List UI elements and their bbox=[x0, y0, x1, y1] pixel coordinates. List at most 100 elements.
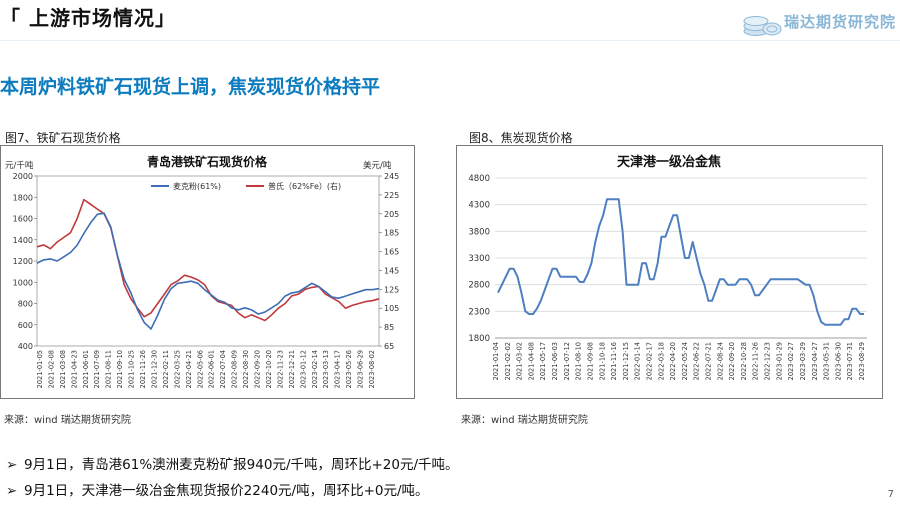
legend-label: 麦克粉(61%) bbox=[173, 181, 221, 191]
y2-tick-label: 105 bbox=[384, 304, 399, 313]
x-tick-label: 2023-04-17 bbox=[334, 350, 342, 388]
x-tick-label: 2023-04-27 bbox=[811, 342, 819, 380]
x-tick-label: 2023-06-30 bbox=[834, 342, 842, 380]
x-tick-label: 2021-07-09 bbox=[93, 350, 101, 388]
x-tick-label: 2022-04-21 bbox=[185, 350, 193, 388]
y2-tick-label: 145 bbox=[384, 266, 399, 275]
x-tick-label: 2022-06-22 bbox=[693, 342, 701, 380]
section-title: 「 上游市场情况」 bbox=[0, 6, 176, 30]
bullet-arrow-icon: ➢ bbox=[6, 457, 18, 473]
x-tick-label: 2022-12-23 bbox=[764, 342, 772, 380]
y-tick-label: 1600 bbox=[13, 215, 33, 224]
x-tick-label: 2022-07-04 bbox=[219, 350, 227, 388]
coke-caption: 图8、焦炭现货价格 bbox=[469, 131, 573, 145]
y-tick-label: 800 bbox=[18, 300, 33, 309]
y-tick-label: 1000 bbox=[13, 278, 33, 287]
x-tick-label: 2021-02-08 bbox=[47, 350, 55, 388]
bullet-text: 9月1日，天津港一级冶金焦现货报价2240元/吨，周环比+0元/吨。 bbox=[24, 483, 429, 499]
y-tick-label: 600 bbox=[18, 321, 33, 330]
y2-tick-label: 85 bbox=[384, 323, 394, 332]
x-tick-label: 2021-12-15 bbox=[622, 342, 630, 380]
coke-chart-frame: 天津港一级冶金焦 1800 2300 2800 3300 3800 4300 4800 202… bbox=[456, 145, 883, 399]
x-tick-label: 2023-05-31 bbox=[823, 342, 831, 380]
iron-ore-caption: 图7、铁矿石现货价格 bbox=[5, 131, 121, 145]
iron-ore-chart-frame: 青岛港铁矿石现货价格 元/千吨 美元/吨 400 600 800 1000 1200 14… bbox=[0, 145, 415, 399]
x-tick-label: 2023-01-29 bbox=[775, 342, 783, 380]
x-tick-label: 2022-05-06 bbox=[196, 350, 204, 388]
coke-source: 来源：wind 瑞达期货研究院 bbox=[461, 415, 588, 426]
x-tick-label: 2023-02-27 bbox=[787, 342, 795, 380]
x-tick-label: 2021-06-01 bbox=[82, 350, 90, 388]
x-tick-label: 2022-12-21 bbox=[288, 350, 296, 388]
x-tick-label: 2022-11-23 bbox=[276, 350, 284, 388]
legend-label: 普氏（62%Fe）(右) bbox=[268, 181, 341, 191]
y2-tick-label: 125 bbox=[384, 285, 399, 294]
x-tick-label: 2022-03-18 bbox=[657, 342, 665, 380]
y2-tick-label: 225 bbox=[384, 191, 399, 200]
plot-area bbox=[36, 175, 380, 347]
page-number: 7 bbox=[887, 489, 894, 500]
x-tick-label: 2023-08-29 bbox=[858, 342, 866, 380]
chart-title: 天津港一级冶金焦 bbox=[617, 154, 721, 170]
y2-tick-label: 165 bbox=[384, 248, 399, 257]
x-tick-label: 2022-09-20 bbox=[254, 350, 262, 388]
x-tick-label: 2021-01-05 bbox=[36, 350, 44, 388]
series-line-platts bbox=[36, 198, 380, 322]
x-tick-label: 2022-08-24 bbox=[716, 342, 724, 380]
x-tick-label: 2022-06-01 bbox=[208, 350, 216, 388]
x-tick-label: 2022-04-20 bbox=[669, 342, 677, 380]
x-tick-label: 2021-03-08 bbox=[59, 350, 67, 388]
x-tick-label: 2022-10-28 bbox=[740, 342, 748, 380]
x-tick-label: 2023-02-14 bbox=[311, 350, 319, 388]
x-tick-label: 2021-04-08 bbox=[527, 342, 535, 380]
x-tick-label: 2021-09-08 bbox=[586, 342, 594, 380]
x-tick-label: 2022-01-14 bbox=[634, 342, 642, 380]
coke-chart: 天津港一级冶金焦 1800 2300 2800 3300 3800 4300 4800 202… bbox=[468, 154, 867, 380]
y-tick-label: 2000 bbox=[13, 172, 33, 181]
bullet-iron-ore: ➢ 9月1日，青岛港61%澳洲麦克粉矿报940元/千吨，周环比+20元/千吨。 bbox=[6, 453, 459, 473]
y2-axis-unit-label: 美元/吨 bbox=[363, 160, 392, 171]
y-tick-label: 1800 bbox=[13, 193, 33, 202]
x-tick-label: 2022-03-25 bbox=[173, 350, 181, 388]
x-tick-label: 2021-08-10 bbox=[575, 342, 583, 380]
x-tick-label: 2022-02-17 bbox=[645, 342, 653, 380]
x-tick-label: 2022-02-11 bbox=[162, 350, 170, 388]
y-tick-label: 1200 bbox=[13, 257, 33, 266]
x-tick-label: 2023-07-31 bbox=[846, 342, 854, 380]
x-tick-label: 2021-06-03 bbox=[551, 342, 559, 380]
headline: 本周炉料铁矿石现货上调，焦炭现货价格持平 bbox=[0, 76, 381, 98]
x-tick-label: 2021-05-17 bbox=[539, 342, 547, 380]
bullet-coke: ➢ 9月1日，天津港一级冶金焦现货报价2240元/吨，周环比+0元/吨。 bbox=[6, 479, 429, 499]
y-tick-label: 4800 bbox=[468, 174, 490, 184]
x-tick-label: 2022-08-30 bbox=[242, 350, 250, 388]
x-tick-label: 2021-11-26 bbox=[139, 350, 147, 388]
brand-logo: 瑞达期货研究院 bbox=[742, 4, 895, 38]
y-tick-label: 1400 bbox=[13, 236, 33, 245]
y2-tick-label: 185 bbox=[384, 229, 399, 238]
series-line-coke bbox=[497, 198, 864, 326]
bullet-text: 9月1日，青岛港61%澳洲麦克粉矿报940元/千吨，周环比+20元/千吨。 bbox=[24, 457, 459, 473]
x-tick-label: 2021-03-02 bbox=[516, 342, 524, 380]
coins-icon bbox=[743, 16, 782, 36]
header-divider bbox=[0, 40, 900, 41]
y-axis-unit-label: 元/千吨 bbox=[5, 160, 34, 171]
y2-tick-label: 245 bbox=[384, 172, 399, 181]
y-tick-label: 2800 bbox=[468, 281, 490, 291]
x-tick-label: 2022-07-21 bbox=[705, 342, 713, 380]
x-tick-label: 2023-03-13 bbox=[322, 350, 330, 388]
bullet-arrow-icon: ➢ bbox=[6, 483, 18, 499]
x-tick-label: 2022-09-20 bbox=[728, 342, 736, 380]
iron-ore-chart: 青岛港铁矿石现货价格 元/千吨 美元/吨 400 600 800 1000 1200 14… bbox=[5, 154, 399, 388]
x-tick-label: 2022-05-24 bbox=[681, 342, 689, 380]
y-tick-label: 400 bbox=[18, 342, 33, 351]
x-tick-label: 2021-10-18 bbox=[598, 342, 606, 380]
y-tick-label: 2300 bbox=[468, 307, 490, 317]
brand-name: 瑞达期货研究院 bbox=[784, 13, 897, 31]
x-tick-label: 2021-08-11 bbox=[105, 350, 113, 388]
series-line-mcfines bbox=[36, 212, 380, 330]
x-tick-label: 2022-11-26 bbox=[752, 342, 760, 380]
x-tick-label: 2022-10-20 bbox=[265, 350, 273, 388]
x-tick-label: 2023-06-29 bbox=[357, 350, 365, 388]
y-tick-label: 3300 bbox=[468, 254, 490, 264]
x-tick-label: 2023-08-02 bbox=[368, 350, 376, 388]
